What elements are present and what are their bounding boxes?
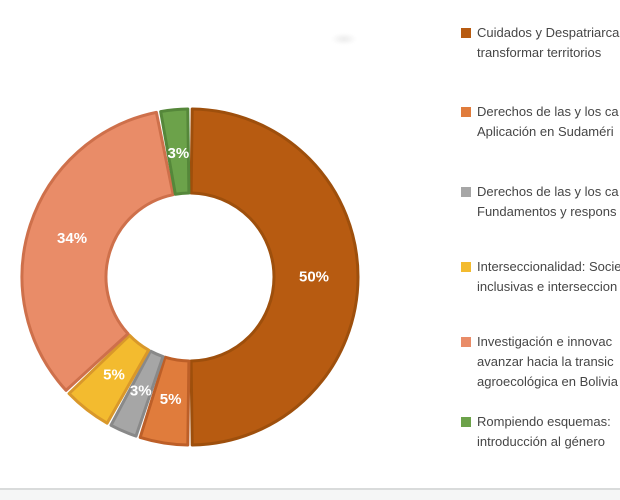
slice-percent-label: 34% — [57, 230, 87, 247]
legend-color-swatch — [461, 262, 471, 272]
legend-label-line: Rompiendo esquemas: — [477, 414, 611, 429]
legend-label-line: agroecológica en Bolivia — [477, 374, 618, 389]
legend-label-line: Cuidados y Despatriarca — [477, 25, 620, 40]
donut-chart-svg: 50% 5% 3% 5% 34% 3% — [20, 107, 360, 447]
legend-color-swatch — [461, 417, 471, 427]
legend-entry-label: Investigación e innovac avanzar hacia la … — [477, 332, 618, 392]
legend-label-line: Aplicación en Sudaméri — [477, 124, 614, 139]
slice-percent-label: 50% — [299, 269, 329, 286]
donut-slice — [189, 107, 360, 447]
donut-slices — [20, 107, 360, 447]
legend-entry: Derechos de las y los ca Fundamentos y re… — [461, 182, 620, 222]
legend-color-swatch — [461, 107, 471, 117]
legend-label-line: Investigación e innovac — [477, 334, 613, 349]
legend-label-line: avanzar hacia la transic — [477, 354, 614, 369]
legend-label-line: transformar territorios — [477, 45, 602, 60]
footer-strip — [0, 490, 620, 500]
slice-percent-label: 3% — [130, 382, 152, 399]
legend-label-line: Derechos de las y los ca — [477, 184, 619, 199]
donut-labels: 50% 5% 3% 5% 34% 3% — [57, 145, 329, 408]
legend-entry-label: Derechos de las y los ca Fundamentos y re… — [477, 182, 619, 222]
legend-entry: Derechos de las y los ca Aplicación en Su… — [461, 102, 620, 142]
slice-percent-label: 5% — [103, 366, 125, 383]
legend-entry-label: Rompiendo esquemas: introducción al géne… — [477, 412, 611, 452]
legend-entry: Cuidados y Despatriarca transformar terri… — [461, 23, 620, 63]
legend-label-line: Fundamentos y respons — [477, 204, 617, 219]
legend-color-swatch — [461, 28, 471, 38]
donut-slice — [20, 110, 175, 392]
legend-entry: Rompiendo esquemas: introducción al géne… — [461, 412, 620, 452]
legend-entry-label: Derechos de las y los ca Aplicación en Su… — [477, 102, 619, 142]
donut-slice — [67, 333, 151, 425]
legend-entry: Investigación e innovac avanzar hacia la … — [461, 332, 620, 392]
legend-entry-label: Cuidados y Despatriarca transformar terri… — [477, 23, 619, 63]
donut-slice — [159, 107, 191, 196]
legend-label-line: introducción al género — [477, 434, 605, 449]
slice-percent-label: 5% — [160, 391, 182, 408]
slice-percent-label: 3% — [167, 145, 189, 162]
footer-divider — [0, 488, 620, 490]
legend-label-line: Interseccionalidad: Socie — [477, 259, 620, 274]
chart-legend: Cuidados y Despatriarca transformar terri… — [461, 0, 620, 500]
donut-slice — [109, 349, 165, 438]
legend-color-swatch — [461, 187, 471, 197]
donut-slice — [138, 355, 191, 447]
legend-label-line: Derechos de las y los ca — [477, 104, 619, 119]
legend-label-line: inclusivas e interseccion — [477, 279, 618, 294]
faint-artifact — [331, 33, 357, 45]
legend-entry-label: Interseccionalidad: Socie inclusivas e in… — [477, 257, 620, 297]
legend-entry: Interseccionalidad: Socie inclusivas e in… — [461, 257, 620, 297]
legend-color-swatch — [461, 337, 471, 347]
